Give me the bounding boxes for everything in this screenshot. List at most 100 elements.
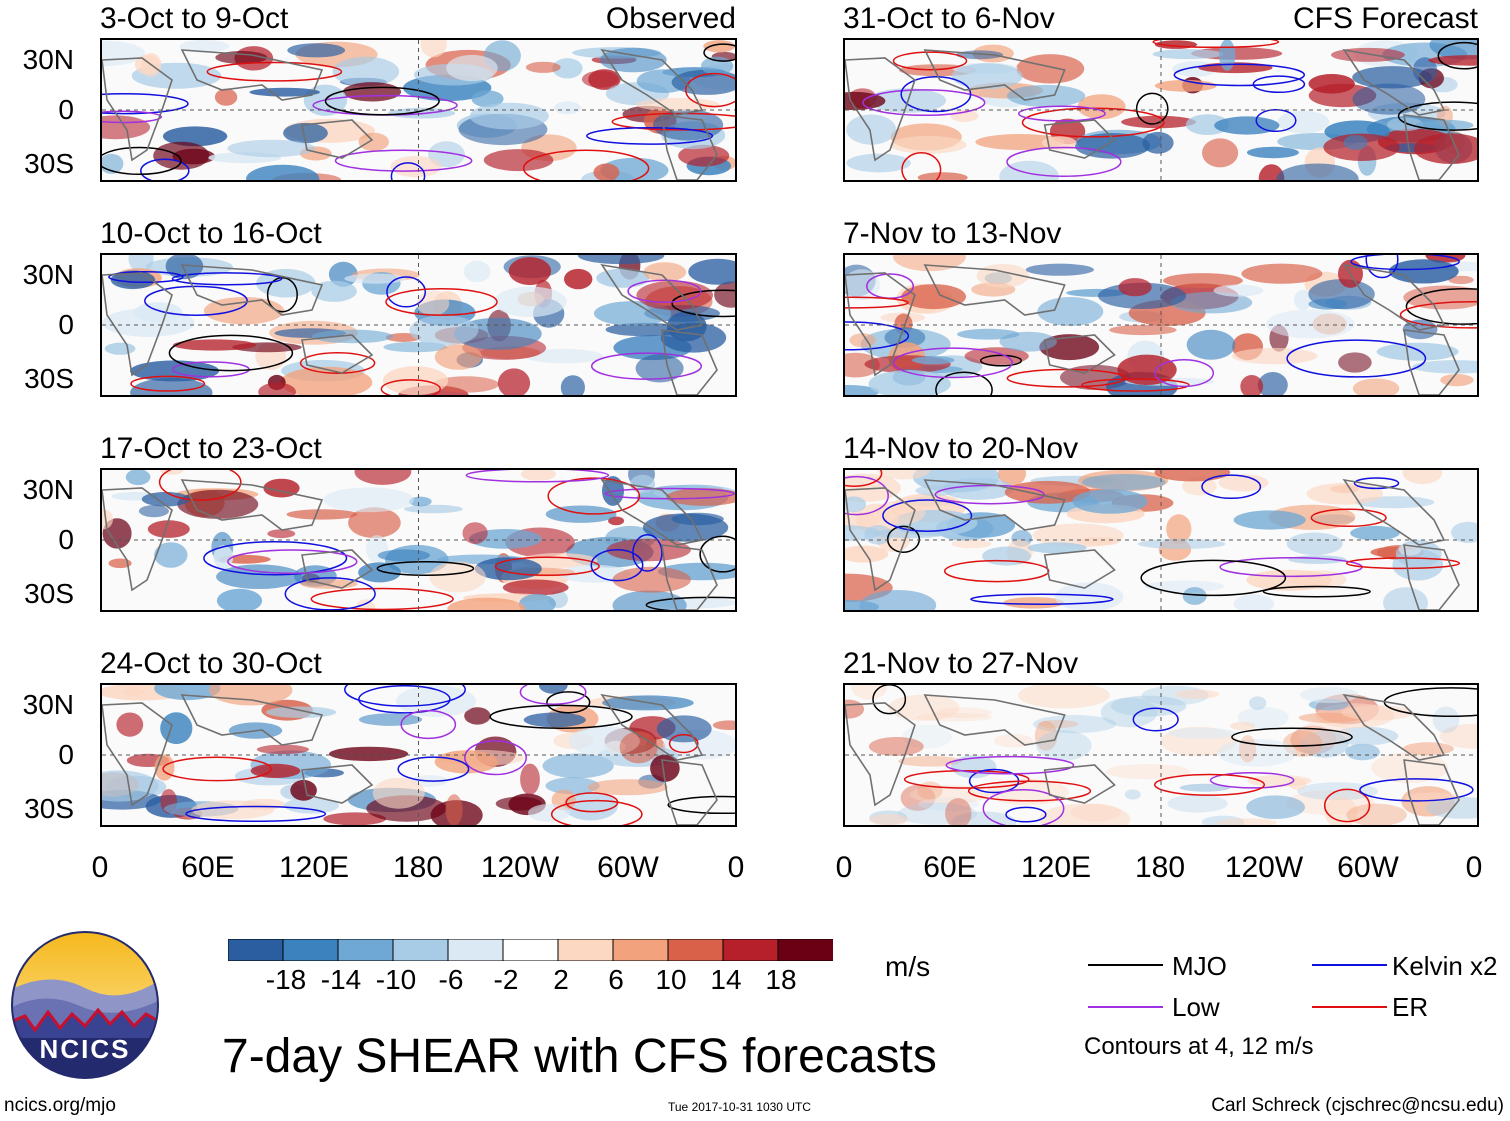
wave-contour (845, 321, 910, 351)
shear-anomaly-patch (1082, 474, 1166, 491)
colorbar-label: -6 (438, 964, 464, 995)
wave-contour (979, 354, 1023, 367)
wave-contour (380, 379, 441, 395)
shear-anomaly-patch (160, 470, 184, 475)
shear-anomaly-patch (1294, 289, 1313, 310)
wave-contour (519, 685, 587, 706)
shear-anomaly-patch (1413, 133, 1477, 164)
wave-contour (162, 756, 272, 782)
shear-anomaly-patch (249, 87, 320, 97)
shear-anomaly-patch (141, 491, 190, 507)
footer-timestamp: Tue 2017-10-31 1030 UTC (668, 1100, 811, 1114)
shear-anomaly-patch (1041, 136, 1077, 150)
shear-anomaly-patch (1338, 352, 1372, 373)
colorbar-label: 14 (710, 964, 742, 995)
coastline (1342, 693, 1446, 761)
shear-anomaly-patch (917, 781, 943, 800)
shear-anomaly-patch (1034, 720, 1058, 751)
shear-anomaly-patch (1371, 752, 1448, 784)
lat-label-30n: 30N (22, 474, 74, 505)
wave-contour (266, 276, 298, 313)
shear-anomaly-patch (1152, 49, 1224, 60)
shear-anomaly-patch (1174, 689, 1220, 699)
shear-anomaly-patch (434, 344, 482, 370)
shear-anomaly-patch (179, 40, 230, 53)
wave-contour (1081, 378, 1190, 392)
shear-anomaly-patch (538, 685, 568, 694)
wave-contour (862, 89, 986, 117)
shear-anomaly-patch (1246, 146, 1299, 159)
colorbar-swatch (502, 938, 559, 962)
coastline (1043, 334, 1116, 374)
shear-anomaly-patch (671, 512, 724, 526)
wave-contour (886, 525, 921, 553)
legend-line-low (1088, 1006, 1163, 1008)
shear-anomaly-patch (1341, 705, 1414, 721)
shear-anomaly-patch (1182, 476, 1217, 496)
shear-anomaly-patch (524, 349, 604, 364)
shear-anomaly-patch (1440, 374, 1474, 387)
lat-label-eq: 0 (58, 524, 74, 555)
map-panel-fc-1 (843, 38, 1479, 182)
shear-anomaly-patch (608, 516, 625, 526)
shear-anomaly-patch (342, 82, 402, 102)
coastline (661, 759, 718, 825)
shear-anomaly-patch (463, 260, 491, 283)
shear-anomaly-patch (1266, 309, 1355, 339)
lat-label-eq: 0 (58, 739, 74, 770)
shear-anomaly-patch (581, 70, 619, 88)
wave-contour (358, 685, 451, 714)
wave-contour (1154, 359, 1215, 388)
wave-contour (1209, 771, 1295, 789)
shear-anomaly-patch (354, 470, 412, 485)
shear-anomaly-patch (688, 258, 735, 285)
wave-contour (1231, 727, 1353, 747)
lat-label-30n: 30N (22, 44, 74, 75)
wave-contour (1006, 146, 1122, 178)
shear-anomaly-patch (1219, 40, 1236, 71)
shear-anomaly-patch (1343, 135, 1368, 150)
wave-contour (547, 477, 641, 515)
shear-anomaly-patch (445, 794, 463, 825)
shear-anomaly-patch (134, 54, 160, 75)
shear-anomaly-patch (266, 706, 337, 718)
shear-anomaly-patch (495, 796, 542, 811)
shear-anomaly-patch (358, 132, 390, 152)
shear-anomaly-patch (918, 797, 980, 812)
shear-anomaly-patch (1016, 54, 1085, 84)
wave-contour (1399, 300, 1477, 329)
wave-contour (1201, 474, 1262, 500)
wave-contour (627, 279, 702, 303)
shear-anomaly-patch (497, 368, 531, 395)
shear-anomaly-patch (1415, 119, 1474, 131)
wave-contour (590, 352, 703, 380)
lon-label-60w: 60W (597, 851, 659, 884)
colorbar-label: 6 (608, 964, 624, 995)
shear-anomaly-patch (329, 746, 409, 762)
lon-label-60e: 60E (181, 851, 235, 884)
coastline (301, 549, 374, 589)
shear-anomaly-patch (714, 281, 735, 308)
lon-label-120w: 120W (480, 851, 560, 884)
shear-anomaly-patch (1403, 285, 1477, 310)
coastline (301, 334, 374, 374)
shear-anomaly-patch (256, 744, 309, 755)
shear-anomaly-patch (525, 61, 561, 73)
coastline (923, 49, 1066, 101)
shear-anomaly-patch (636, 97, 720, 112)
wave-contour (386, 276, 427, 308)
shear-anomaly-patch (1231, 347, 1318, 365)
shear-anomaly-patch (464, 707, 491, 725)
shear-anomaly-patch (311, 280, 357, 302)
shear-anomaly-patch (545, 777, 600, 795)
shear-anomaly-patch (125, 470, 151, 486)
shear-anomaly-patch (154, 542, 188, 568)
shear-anomaly-patch (1072, 489, 1148, 514)
shear-anomaly-patch (1429, 40, 1477, 60)
shear-anomaly-patch (916, 712, 992, 722)
panel-title-obs-1: 3-Oct to 9-Oct (100, 2, 289, 35)
map-panel-obs-3 (100, 468, 737, 612)
shear-anomaly-patch (917, 172, 968, 180)
shear-anomaly-patch (246, 164, 320, 180)
wave-contour (1132, 707, 1179, 732)
